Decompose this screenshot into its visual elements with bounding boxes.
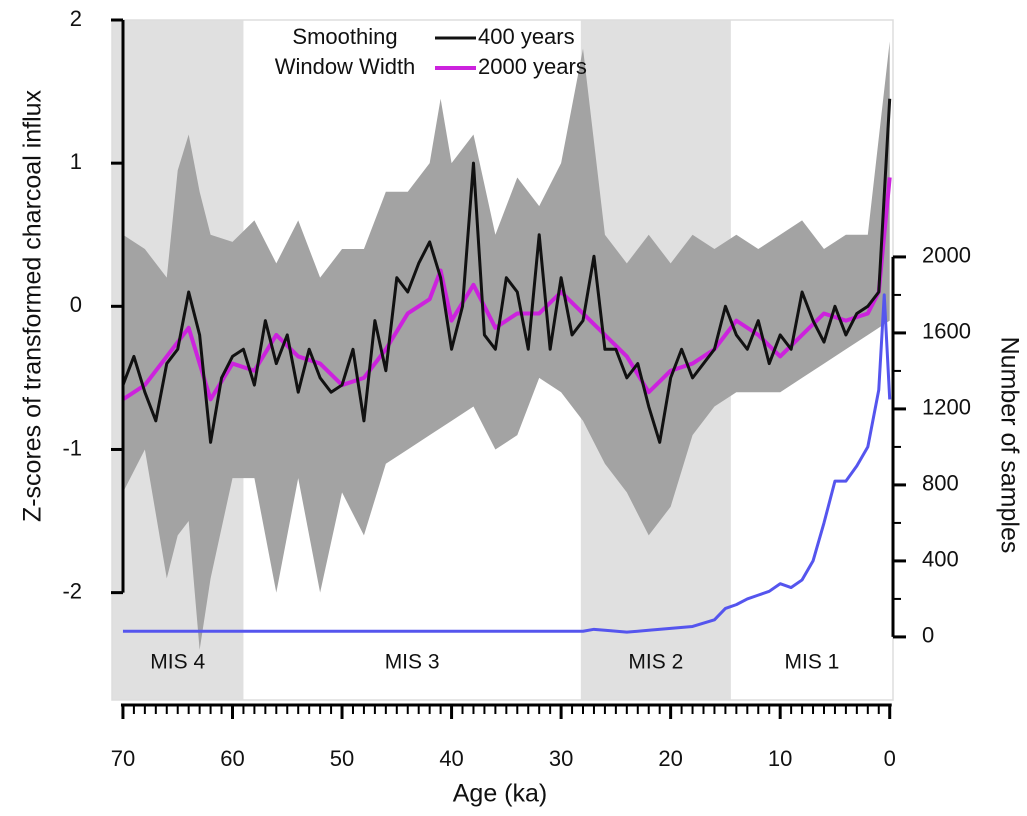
region-label: MIS 1 [785, 651, 840, 674]
y2-tick-label: 0 [922, 623, 934, 648]
x-tick-label: 0 [884, 746, 896, 771]
x-tick-label: 40 [439, 746, 463, 771]
legend-title: Window Width [275, 54, 416, 79]
legend-title: Smoothing [292, 24, 397, 49]
y2-tick-label: 400 [922, 547, 959, 572]
region-label: MIS 3 [385, 651, 440, 674]
region-label: MIS 4 [150, 651, 205, 674]
y-tick-label: 0 [70, 292, 82, 317]
y-axis-label: Z-scores of transformed charcoal influx [19, 89, 47, 522]
y-tick-label: -2 [62, 578, 82, 603]
confidence-band [122, 41, 890, 650]
x-axis-label: Age (ka) [453, 780, 547, 808]
legend-label: 400 years [478, 24, 575, 49]
y-tick-label: -1 [62, 435, 82, 460]
x-tick-label: 60 [220, 746, 244, 771]
y2-tick-label: 2000 [922, 243, 971, 268]
y2-tick-label: 800 [922, 471, 959, 496]
x-tick-label: 50 [330, 746, 354, 771]
x-tick-label: 30 [549, 746, 573, 771]
x-tick-label: 20 [658, 746, 682, 771]
data-line [121, 98, 892, 444]
legend-label: 2000 years [478, 54, 587, 79]
data-line [122, 293, 892, 634]
y-tick-label: 2 [70, 6, 82, 31]
y2-tick-label: 1200 [922, 395, 971, 420]
region-label: MIS 2 [628, 651, 683, 674]
y2-tick-label: 1600 [922, 319, 971, 344]
y2-axis-label: Number of samples [995, 337, 1023, 554]
y-tick-label: 1 [70, 149, 82, 174]
x-tick-label: 10 [768, 746, 792, 771]
x-tick-label: 70 [111, 746, 135, 771]
